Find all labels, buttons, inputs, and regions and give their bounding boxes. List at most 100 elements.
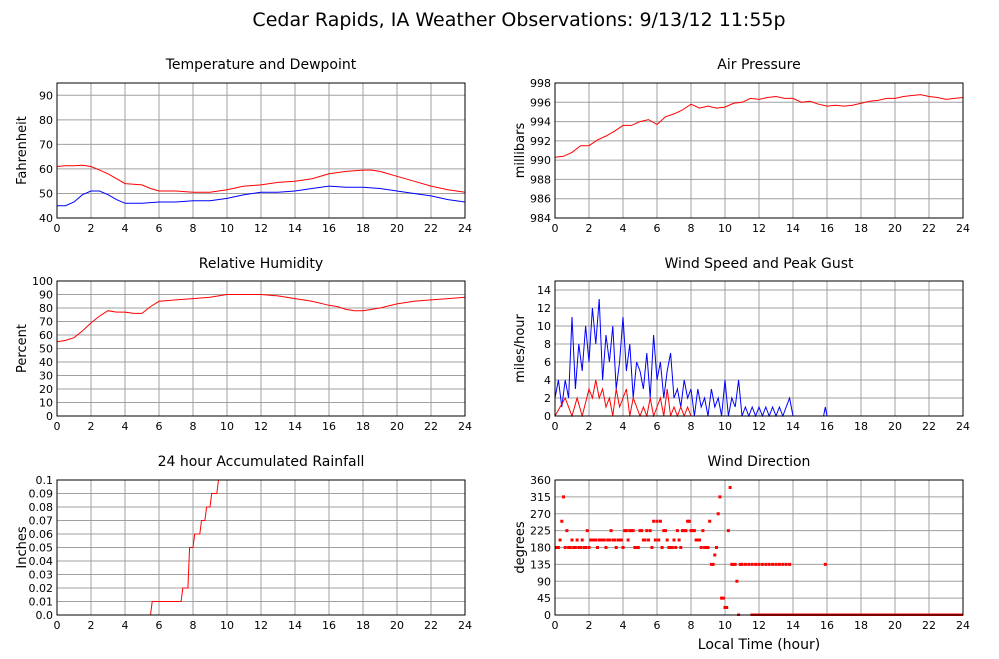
- data-point: [728, 486, 732, 489]
- y-tick-label: 70: [39, 316, 53, 329]
- y-tick-label: 0.04: [29, 555, 54, 568]
- y-tick-label: 60: [39, 163, 53, 176]
- data-point: [701, 529, 705, 533]
- x-tick-label: 8: [190, 222, 197, 235]
- data-point: [616, 538, 620, 542]
- y-tick-label: 60: [39, 329, 53, 342]
- y-tick-label: 0: [46, 410, 53, 423]
- y-axis-label: degrees: [513, 521, 528, 574]
- series-line-0: [57, 479, 465, 616]
- data-point: [568, 546, 572, 549]
- plot-area: [555, 298, 963, 417]
- y-tick-label: 360: [530, 474, 551, 487]
- data-point: [658, 519, 662, 523]
- x-tick-label: 2: [88, 420, 95, 433]
- y-tick-label: 90: [537, 575, 551, 588]
- x-tick-label: 18: [356, 619, 370, 632]
- data-point: [560, 519, 564, 523]
- data-point: [626, 538, 630, 542]
- data-point: [624, 529, 628, 533]
- data-point: [692, 529, 696, 533]
- data-point: [696, 538, 700, 542]
- x-tick-label: 16: [322, 420, 336, 433]
- x-tick-label: 12: [254, 420, 268, 433]
- y-tick-label: 0.03: [29, 569, 54, 582]
- x-tick-label: 4: [122, 619, 129, 632]
- data-point: [715, 546, 718, 549]
- x-tick-label: 22: [922, 420, 936, 433]
- x-tick-label: 12: [752, 222, 766, 235]
- plot-frame: [56, 479, 466, 616]
- chart-title: 24 hour Accumulated Rainfall: [158, 454, 365, 470]
- x-tick-label: 22: [922, 619, 936, 632]
- data-point: [725, 606, 729, 609]
- x-tick-label: 10: [718, 420, 732, 433]
- x-tick-label: 18: [356, 222, 370, 235]
- y-axis-label: millibars: [513, 123, 528, 179]
- data-point: [669, 546, 673, 549]
- data-point: [577, 546, 581, 549]
- data-point: [721, 596, 725, 600]
- chart-title: Temperature and Dewpoint: [165, 57, 357, 73]
- x-tick-label: 10: [220, 222, 234, 235]
- data-point: [730, 562, 734, 566]
- y-tick-label: 100: [32, 275, 53, 288]
- data-point: [777, 562, 781, 566]
- y-tick-label: 8: [544, 338, 551, 351]
- data-point: [570, 538, 574, 542]
- data-point: [602, 538, 606, 542]
- y-tick-label: 270: [530, 508, 551, 521]
- x-tick-label: 20: [888, 222, 902, 235]
- data-point: [713, 553, 717, 557]
- x-tick-label: 4: [620, 222, 627, 235]
- data-point: [618, 538, 622, 542]
- x-tick-label: 8: [688, 222, 695, 235]
- plot-area: [555, 94, 963, 158]
- x-tick-label: 24: [956, 619, 970, 632]
- x-tick-label: 14: [786, 619, 800, 632]
- x-tick-label: 0: [552, 619, 559, 632]
- x-tick-label: 16: [820, 222, 834, 235]
- data-point: [735, 579, 739, 583]
- data-point: [555, 546, 559, 549]
- data-point: [565, 529, 569, 533]
- y-tick-label: 50: [39, 187, 53, 200]
- x-tick-label: 18: [854, 619, 868, 632]
- chart-temp: 0 2 4 6 8 10 12 14 16 18 20 22 24405060708090Tempera…: [15, 57, 472, 235]
- chart-title: Air Pressure: [717, 57, 800, 73]
- x-tick-label: 4: [620, 619, 627, 632]
- x-tick-label: 18: [356, 420, 370, 433]
- plot-frame: [56, 82, 466, 219]
- data-point: [635, 546, 639, 549]
- data-point: [636, 546, 640, 549]
- x-tick-label: 14: [288, 420, 302, 433]
- data-point: [641, 538, 645, 542]
- y-tick-label: 45: [537, 592, 551, 605]
- data-point: [597, 538, 601, 542]
- x-tick-label: 0: [552, 420, 559, 433]
- x-tick-label: 6: [654, 222, 661, 235]
- x-tick-label: 8: [688, 619, 695, 632]
- y-tick-label: 20: [39, 383, 53, 396]
- data-point: [708, 519, 712, 523]
- data-point: [556, 546, 560, 549]
- x-tick-label: 20: [390, 420, 404, 433]
- data-point: [726, 529, 730, 533]
- data-point: [660, 546, 664, 549]
- data-point: [781, 562, 785, 566]
- data-point: [657, 538, 661, 542]
- x-tick-label: 2: [586, 222, 593, 235]
- x-tick-label: 8: [688, 420, 695, 433]
- plot-frame: [56, 280, 466, 417]
- data-point: [665, 538, 669, 542]
- data-point: [645, 529, 649, 533]
- x-tick-label: 2: [88, 222, 95, 235]
- data-point: [682, 529, 686, 533]
- y-tick-label: 10: [39, 397, 53, 410]
- x-tick-label: 14: [786, 420, 800, 433]
- x-tick-label: 16: [322, 619, 336, 632]
- x-tick-label: 24: [956, 420, 970, 433]
- y-tick-label: 90: [39, 289, 53, 302]
- data-point: [711, 562, 715, 566]
- y-tick-label: 80: [39, 114, 53, 127]
